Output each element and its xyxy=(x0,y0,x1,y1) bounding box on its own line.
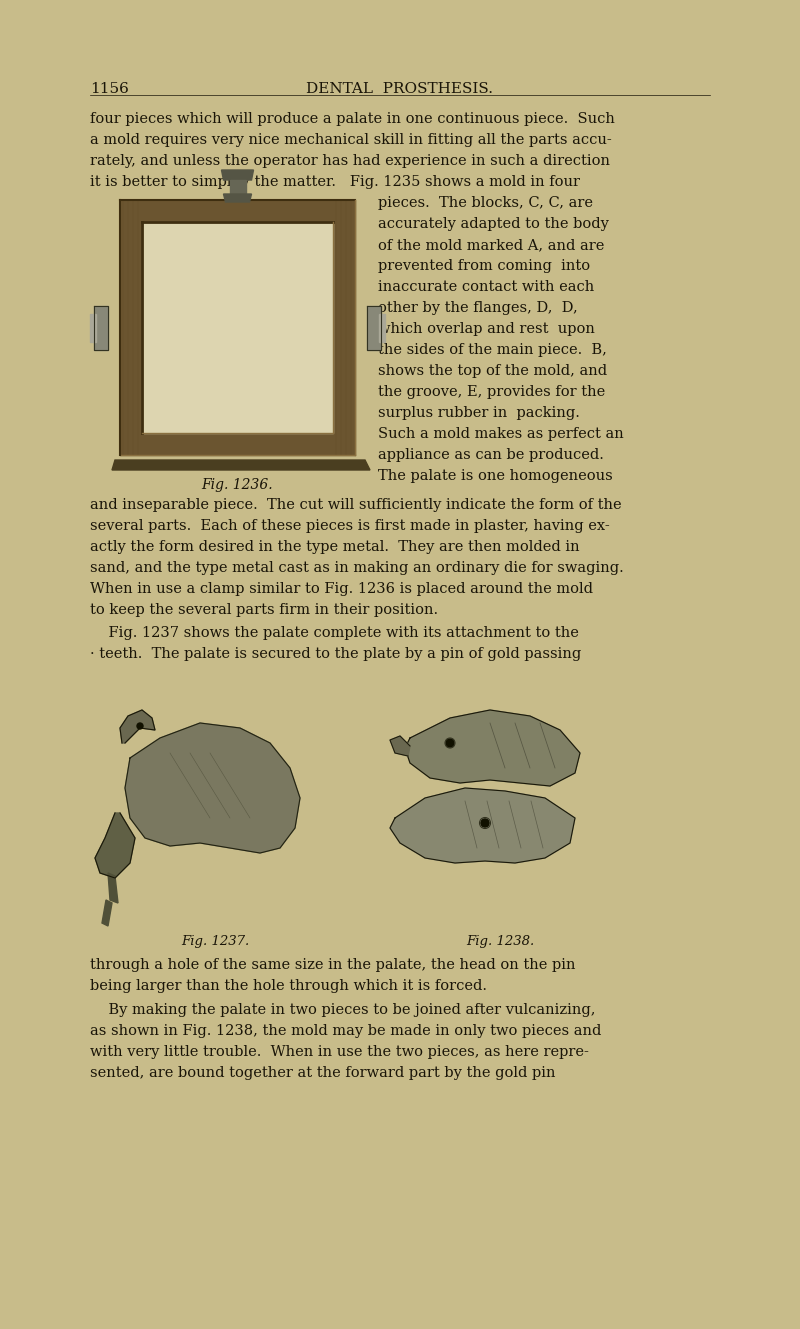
Text: through a hole of the same size in the palate, the head on the pin: through a hole of the same size in the p… xyxy=(90,958,575,971)
Polygon shape xyxy=(142,222,333,433)
Text: with very little trouble.  When in use the two pieces, as here repre-: with very little trouble. When in use th… xyxy=(90,1045,589,1059)
Text: · teeth.  The palate is secured to the plate by a pin of gold passing: · teeth. The palate is secured to the pl… xyxy=(90,647,582,661)
Text: four pieces which will produce a palate in one continuous piece.  Such: four pieces which will produce a palate … xyxy=(90,112,615,126)
Text: Fig. 1237.: Fig. 1237. xyxy=(181,936,249,948)
Text: DENTAL  PROSTHESIS.: DENTAL PROSTHESIS. xyxy=(306,82,494,96)
Text: a mold requires very nice mechanical skill in fitting all the parts accu-: a mold requires very nice mechanical ski… xyxy=(90,133,612,148)
Polygon shape xyxy=(95,813,135,878)
Polygon shape xyxy=(222,170,254,179)
Circle shape xyxy=(446,739,454,747)
Text: other by the flanges, D,  D,: other by the flanges, D, D, xyxy=(378,300,578,315)
Polygon shape xyxy=(230,179,246,194)
Text: as shown in Fig. 1238, the mold may be made in only two pieces and: as shown in Fig. 1238, the mold may be m… xyxy=(90,1025,602,1038)
Polygon shape xyxy=(120,710,155,743)
Polygon shape xyxy=(108,873,118,902)
Text: sented, are bound together at the forward part by the gold pin: sented, are bound together at the forwar… xyxy=(90,1066,555,1080)
Polygon shape xyxy=(390,788,575,863)
Polygon shape xyxy=(125,723,300,853)
Text: Fig. 1236.: Fig. 1236. xyxy=(202,478,274,492)
Text: and inseparable piece.  The cut will sufficiently indicate the form of the: and inseparable piece. The cut will suff… xyxy=(90,498,622,512)
Text: of the mold marked A, and are: of the mold marked A, and are xyxy=(378,238,604,253)
Text: which overlap and rest  upon: which overlap and rest upon xyxy=(378,322,595,336)
Polygon shape xyxy=(367,306,381,350)
Circle shape xyxy=(481,819,489,827)
Text: rately, and unless the operator has had experience in such a direction: rately, and unless the operator has had … xyxy=(90,154,610,167)
Text: shows the top of the mold, and: shows the top of the mold, and xyxy=(378,364,607,377)
Text: inaccurate contact with each: inaccurate contact with each xyxy=(378,280,594,294)
Text: 1156: 1156 xyxy=(90,82,129,96)
Polygon shape xyxy=(223,194,251,202)
Text: appliance as can be produced.: appliance as can be produced. xyxy=(378,448,604,462)
Text: When in use a clamp similar to Fig. 1236 is placed around the mold: When in use a clamp similar to Fig. 1236… xyxy=(90,582,593,595)
Polygon shape xyxy=(102,900,112,926)
Text: Fig. 1238.: Fig. 1238. xyxy=(466,936,534,948)
Text: Such a mold makes as perfect an: Such a mold makes as perfect an xyxy=(378,427,624,441)
Polygon shape xyxy=(405,710,580,785)
Text: pieces.  The blocks, C, C, are: pieces. The blocks, C, C, are xyxy=(378,195,593,210)
Text: several parts.  Each of these pieces is first made in plaster, having ex-: several parts. Each of these pieces is f… xyxy=(90,520,610,533)
Text: the groove, E, provides for the: the groove, E, provides for the xyxy=(378,385,606,399)
Text: the sides of the main piece.  B,: the sides of the main piece. B, xyxy=(378,343,607,358)
Text: The palate is one homogeneous: The palate is one homogeneous xyxy=(378,469,613,482)
Polygon shape xyxy=(390,736,410,756)
Text: actly the form desired in the type metal.  They are then molded in: actly the form desired in the type metal… xyxy=(90,540,580,554)
Text: Fig. 1237 shows the palate complete with its attachment to the: Fig. 1237 shows the palate complete with… xyxy=(90,626,579,641)
Text: being larger than the hole through which it is forced.: being larger than the hole through which… xyxy=(90,979,487,993)
Polygon shape xyxy=(379,314,385,342)
Circle shape xyxy=(137,723,143,730)
Polygon shape xyxy=(112,460,370,470)
Text: accurately adapted to the body: accurately adapted to the body xyxy=(378,217,609,231)
Polygon shape xyxy=(94,306,108,350)
Text: to keep the several parts firm in their position.: to keep the several parts firm in their … xyxy=(90,603,438,617)
Polygon shape xyxy=(90,314,96,342)
Text: prevented from coming  into: prevented from coming into xyxy=(378,259,590,272)
Polygon shape xyxy=(120,199,355,455)
Text: surplus rubber in  packing.: surplus rubber in packing. xyxy=(378,405,580,420)
Text: it is better to simplify the matter.   Fig. 1235 shows a mold in four: it is better to simplify the matter. Fig… xyxy=(90,175,580,189)
Text: sand, and the type metal cast as in making an ordinary die for swaging.: sand, and the type metal cast as in maki… xyxy=(90,561,624,575)
Text: By making the palate in two pieces to be joined after vulcanizing,: By making the palate in two pieces to be… xyxy=(90,1003,595,1017)
